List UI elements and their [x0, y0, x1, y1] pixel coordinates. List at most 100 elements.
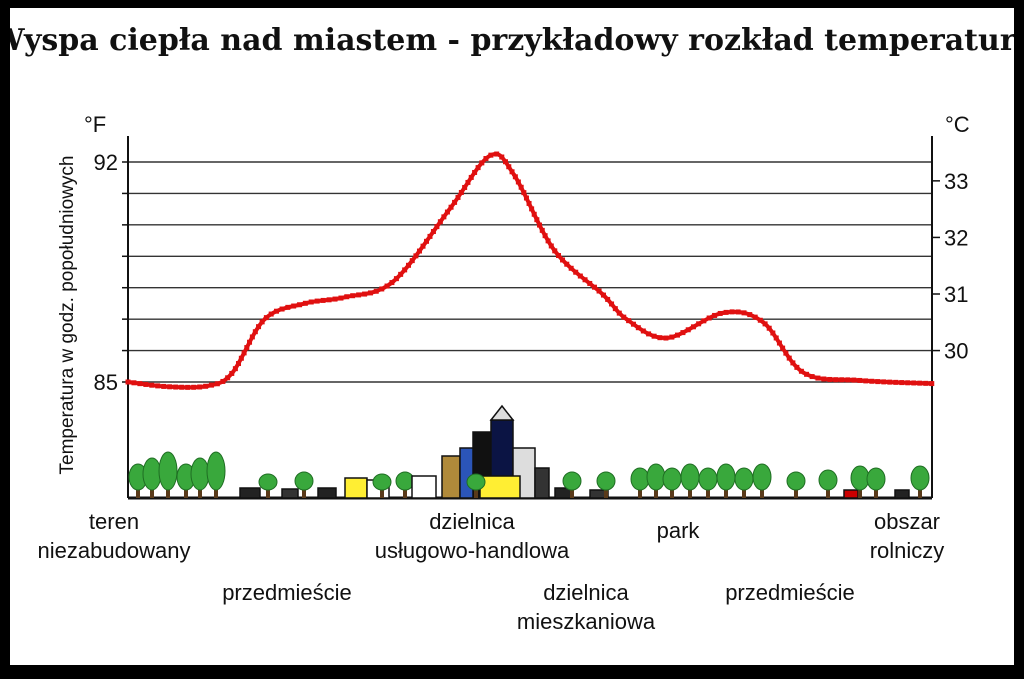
line-marker: [448, 204, 454, 210]
chart-title: Wyspa ciepła nad miastem - przykładowy r…: [10, 23, 1014, 58]
tree-icon: [698, 467, 718, 498]
line-marker: [338, 295, 344, 301]
line-marker: [214, 381, 220, 387]
line-marker: [548, 243, 554, 249]
line-marker: [630, 321, 636, 327]
house-icon: [411, 475, 437, 499]
line-marker: [783, 350, 789, 356]
category-label-line: mieszkaniowa: [517, 609, 656, 634]
line-marker: [161, 383, 167, 389]
line-marker: [462, 184, 468, 190]
category-label-line: park: [657, 518, 701, 543]
category-label: dzielnica usługowo-handlowa: [375, 509, 570, 563]
tree-icon: [190, 457, 210, 498]
line-marker: [621, 314, 627, 320]
left-tick-label: 92: [94, 150, 118, 175]
tree-icon: [562, 471, 582, 498]
line-marker: [616, 310, 622, 316]
line-marker: [685, 327, 691, 333]
line-marker: [398, 271, 404, 277]
line-marker: [252, 329, 258, 335]
tree-icon: [142, 457, 162, 498]
data-point: [166, 384, 171, 389]
data-point: [447, 207, 452, 212]
line-marker: [827, 376, 833, 382]
line-marker: [905, 380, 911, 386]
line-marker: [887, 379, 893, 385]
line-marker: [149, 382, 155, 388]
line-marker: [657, 335, 663, 341]
temperature-line: [127, 152, 933, 390]
line-marker: [568, 265, 574, 271]
line-marker: [263, 315, 269, 321]
y-axis-label: Temperatura w godz. popołudniowych: [57, 156, 78, 475]
line-marker: [539, 227, 545, 233]
line-marker: [881, 379, 887, 385]
tree-icon: [910, 465, 930, 498]
building-icon: [534, 467, 550, 499]
building-icon: [441, 455, 461, 499]
tree-icon: [818, 469, 838, 498]
line-marker: [786, 355, 792, 361]
line-marker: [506, 164, 512, 170]
line-marker: [455, 194, 461, 200]
category-label-line: przedmieście: [725, 580, 855, 605]
line-marker: [413, 253, 419, 259]
tree-icon: [630, 467, 650, 498]
line-marker: [430, 229, 436, 235]
line-marker: [821, 376, 827, 382]
line-marker: [582, 277, 588, 283]
left-tick-label: 85: [94, 370, 118, 395]
data-point: [664, 336, 669, 340]
category-label: park: [657, 518, 701, 543]
right-tick-label: 30: [944, 339, 968, 364]
line-marker: [899, 380, 905, 386]
line-marker: [191, 384, 197, 390]
line-marker: [669, 334, 675, 340]
line-marker: [526, 200, 532, 206]
data-point: [600, 292, 605, 296]
tree-icon: [752, 463, 772, 498]
category-label-line: dzielnica: [429, 509, 515, 534]
line-marker: [766, 325, 772, 331]
house-icon: [281, 488, 299, 499]
left-ticks: 92 85: [94, 150, 128, 395]
line-marker: [845, 377, 851, 383]
category-label: przedmieście: [222, 580, 352, 605]
data-point: [262, 317, 267, 322]
line-marker: [626, 318, 632, 324]
line-marker: [499, 154, 505, 160]
right-tick-label: 31: [944, 282, 968, 307]
line-marker: [452, 199, 458, 205]
line-marker: [776, 340, 782, 346]
tree-icon: [372, 473, 392, 498]
tree-icon: [466, 473, 486, 498]
line-marker: [420, 243, 426, 249]
line-marker: [409, 258, 415, 264]
line-marker: [155, 383, 161, 389]
line-marker: [518, 184, 524, 190]
category-label-line: usługowo-handlowa: [375, 538, 570, 563]
line-marker: [780, 345, 786, 351]
line-marker: [297, 302, 303, 308]
line-marker: [259, 319, 265, 325]
line-marker: [640, 328, 646, 334]
line-marker: [241, 350, 247, 356]
line-marker: [273, 308, 279, 314]
line-marker: [308, 299, 314, 305]
line-marker: [815, 375, 821, 381]
line-marker: [384, 283, 390, 289]
landscape-illustration: [128, 404, 930, 499]
line-marker: [483, 156, 489, 162]
line-marker: [356, 292, 362, 298]
category-label: dzielnica mieszkaniowa: [517, 580, 656, 634]
tree-icon: [646, 463, 666, 498]
line-marker: [556, 253, 562, 259]
line-marker: [314, 298, 320, 304]
axes: [127, 136, 933, 500]
line-marker: [362, 291, 368, 297]
unit-f-label: °F: [84, 112, 106, 137]
line-marker: [244, 345, 250, 351]
line-marker: [790, 360, 796, 366]
line-marker: [279, 306, 285, 312]
